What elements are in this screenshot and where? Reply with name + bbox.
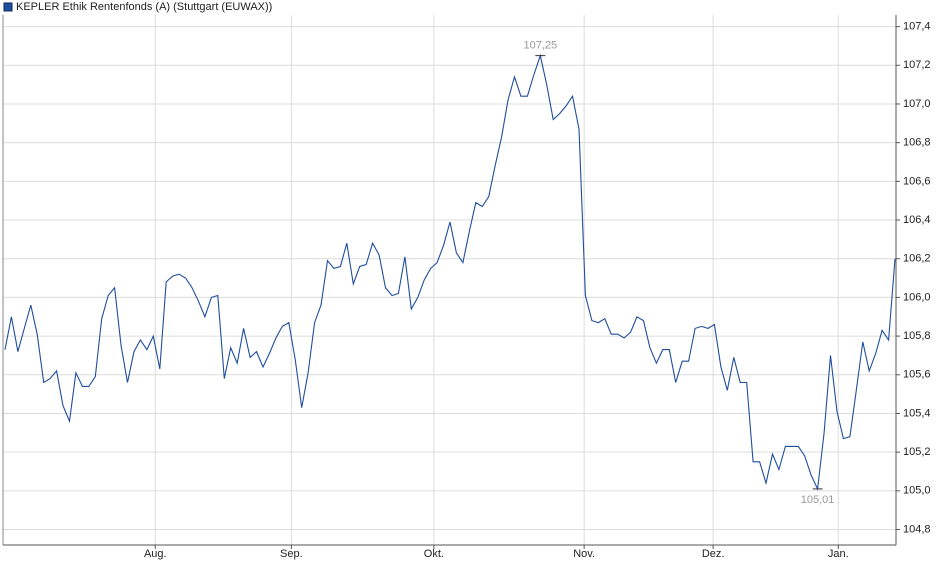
y-tick-label: 107,4 — [903, 21, 931, 33]
annotation: 105,01 — [801, 494, 835, 506]
x-tick-label: Nov. — [573, 548, 595, 560]
x-tick-label: Sep. — [280, 548, 303, 560]
y-tick-label: 106,4 — [903, 214, 931, 226]
y-tick-label: 105,0 — [903, 485, 931, 497]
x-tick-label: Aug. — [144, 548, 167, 560]
y-tick-label: 105,6 — [903, 369, 931, 381]
y-tick-label: 106,0 — [903, 291, 931, 303]
y-tick-label: 105,4 — [903, 407, 931, 419]
y-tick-label: 105,8 — [903, 330, 931, 342]
annotation: 107,25 — [523, 40, 557, 52]
y-tick-label: 106,2 — [903, 253, 931, 265]
y-tick-label: 106,8 — [903, 137, 931, 149]
x-tick-label: Dez. — [702, 548, 725, 560]
price-line — [4, 53, 896, 491]
y-tick-label: 106,6 — [903, 175, 931, 187]
legend-swatch — [3, 2, 13, 12]
x-tick-label: Jan. — [828, 548, 849, 560]
y-tick-label: 104,8 — [903, 523, 931, 535]
y-tick-label: 107,0 — [903, 98, 931, 110]
y-tick-label: 107,2 — [903, 59, 931, 71]
x-tick-label: Okt. — [424, 548, 444, 560]
legend-label: KEPLER Ethik Rentenfonds (A) (Stuttgart … — [16, 1, 272, 13]
y-tick-label: 105,2 — [903, 446, 931, 458]
